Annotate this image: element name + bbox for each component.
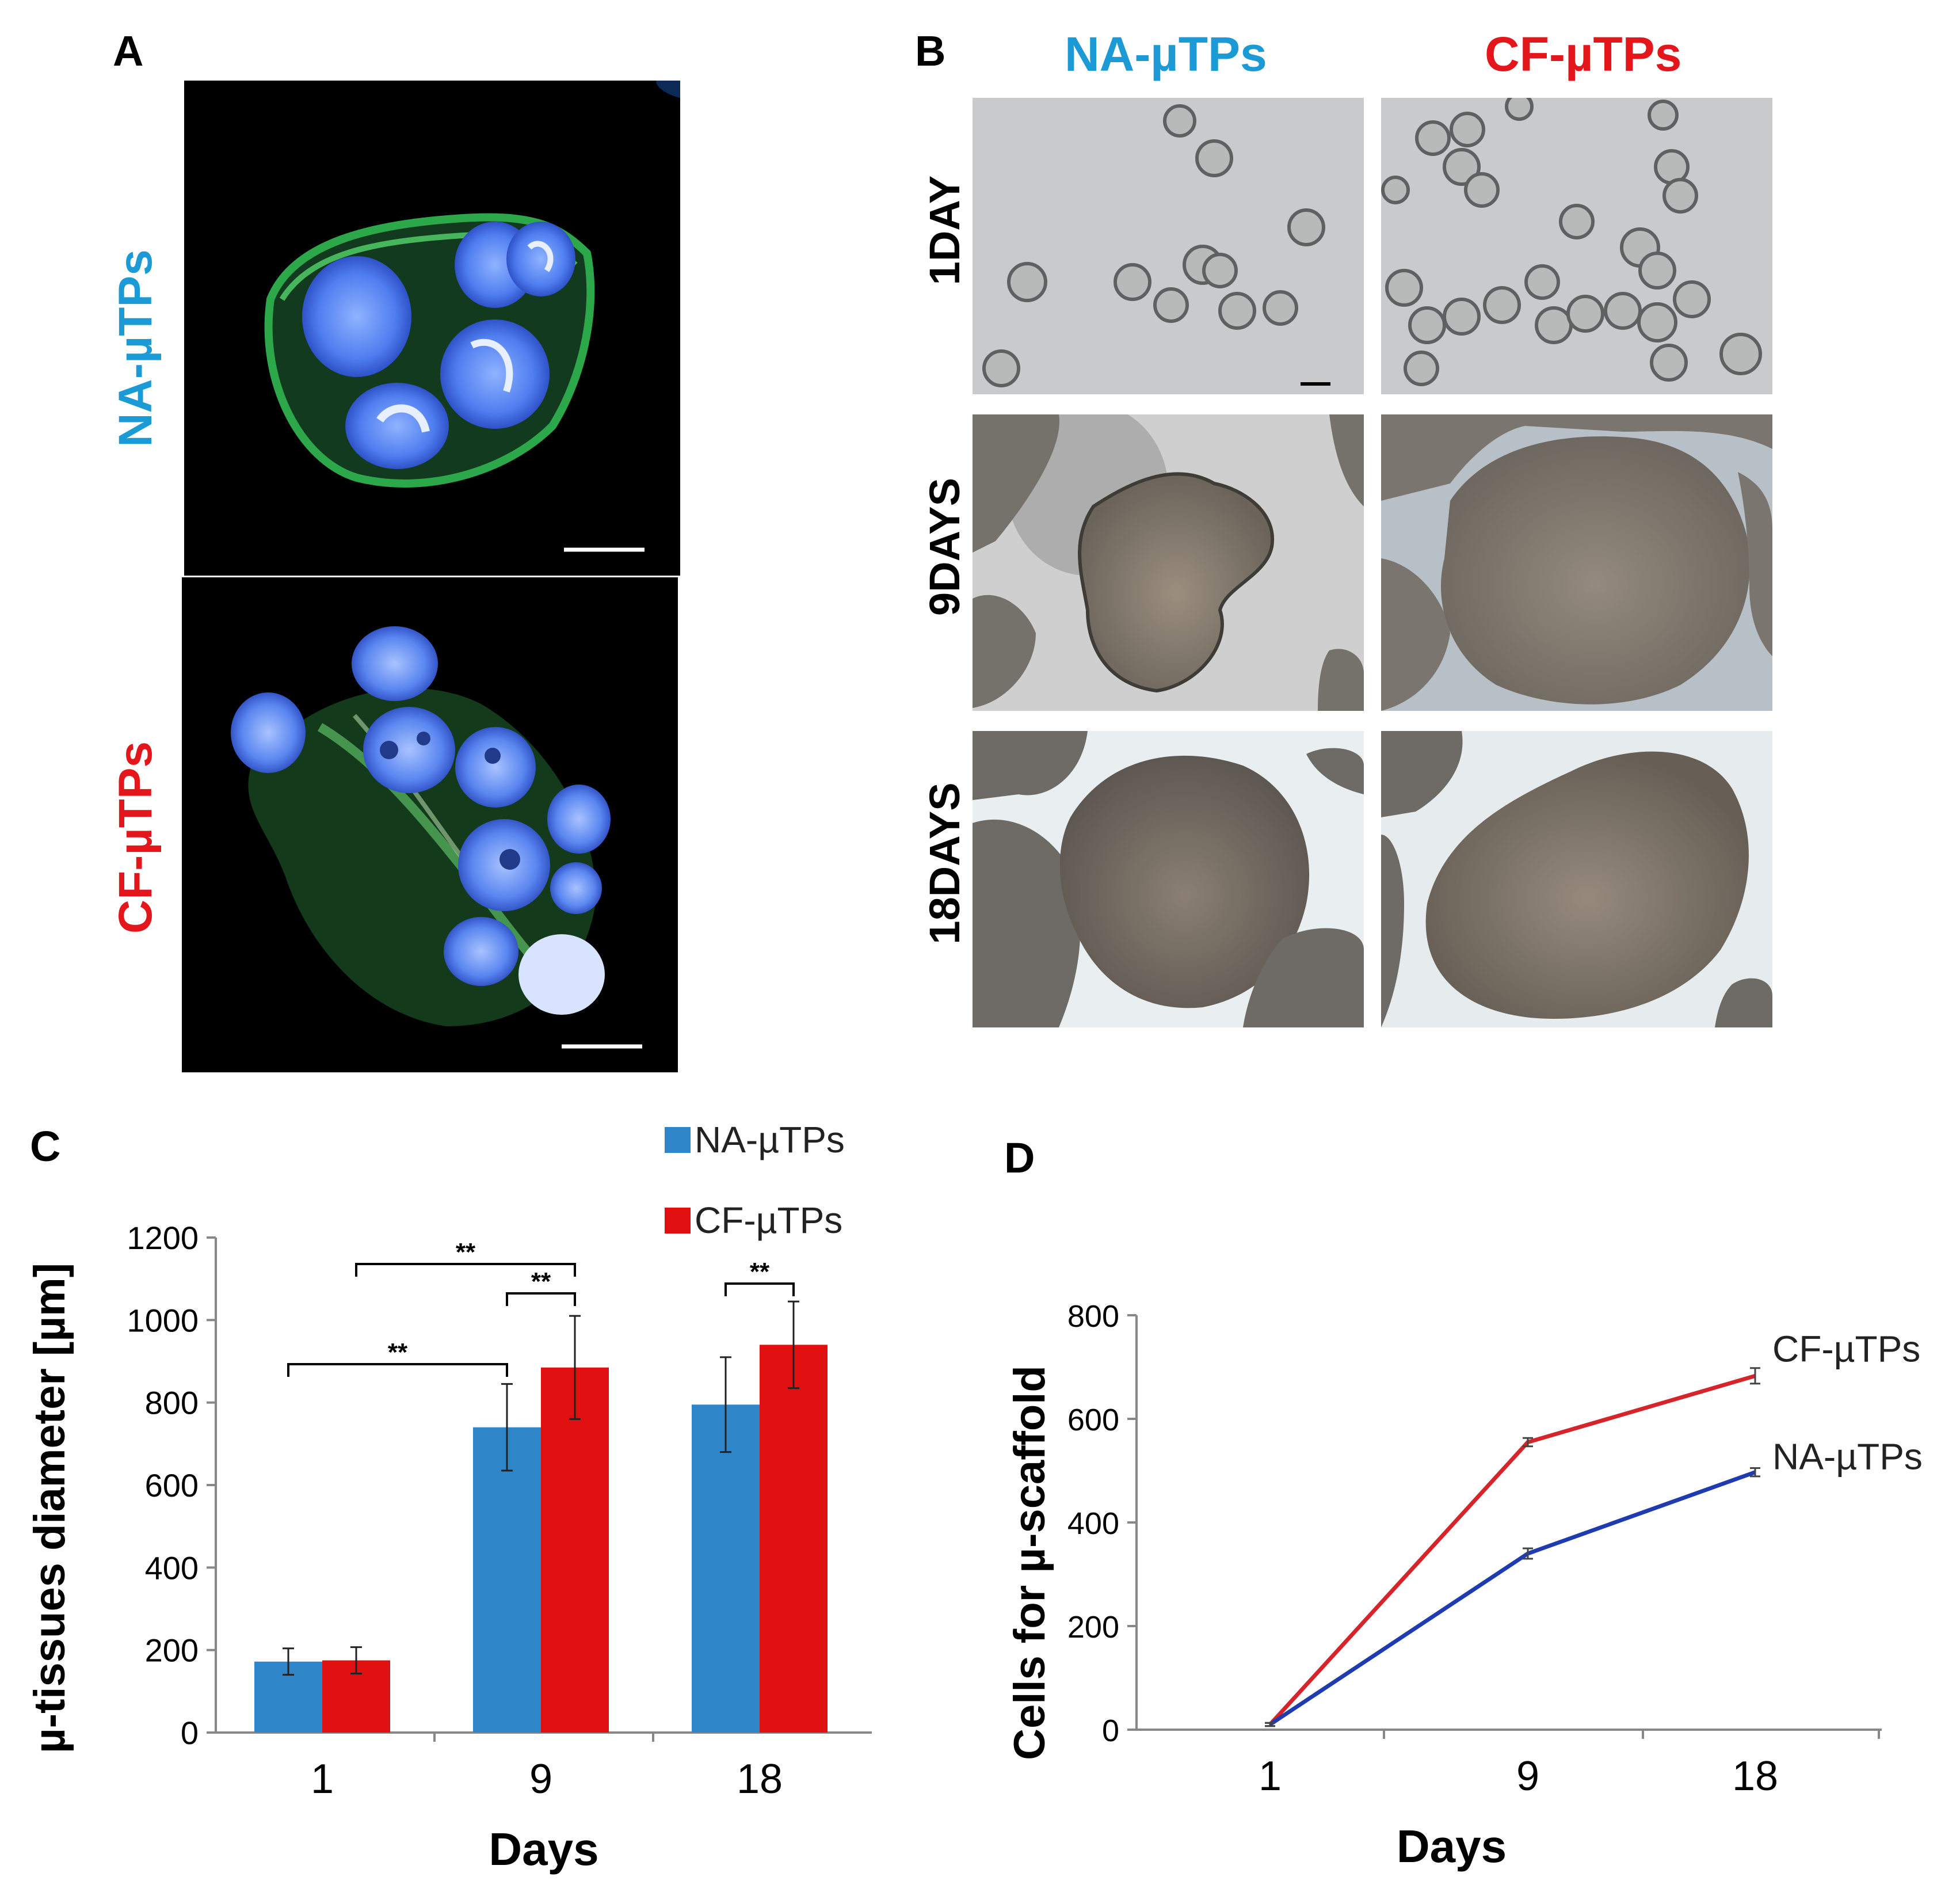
- x-tick-label: 9: [1516, 1753, 1539, 1799]
- y-tick-label: 600: [1067, 1403, 1119, 1437]
- panel-b-letter: B: [915, 27, 946, 75]
- y-tick-label: 0: [181, 1715, 199, 1751]
- confocal-image-na: [184, 81, 680, 576]
- legend-label: NA-µTPs: [695, 1119, 845, 1160]
- series-line-cf: [1268, 1373, 1756, 1726]
- brightfield-cf-day1: [1381, 98, 1772, 394]
- brightfield-na-day1: [973, 98, 1364, 394]
- significance-bracket: **: [355, 1238, 576, 1277]
- chart-d: 0 200 400 600 800 1 9 18 CF-µTPs NA-µTPs Days Cells…: [1005, 1299, 1923, 1872]
- series-line-na: [1269, 1470, 1756, 1726]
- significance-label: **: [456, 1238, 476, 1266]
- y-tick-label: 1200: [127, 1220, 199, 1256]
- confocal-image-cf: [182, 577, 678, 1072]
- panel-b-row-label-18days: 18DAYS: [921, 782, 968, 945]
- brightfield-na-day18: [973, 731, 1364, 1027]
- panel-a-letter: A: [113, 27, 144, 75]
- panel-b-column-title-na: NA-µTPs: [1065, 27, 1267, 81]
- bar-cf: [760, 1345, 828, 1733]
- bracket-line: [506, 1292, 576, 1306]
- significance-label: **: [750, 1258, 770, 1286]
- bracket-line: [724, 1282, 795, 1296]
- legend-swatch-na: [665, 1127, 691, 1153]
- panel-c-letter: C: [30, 1122, 61, 1170]
- y-tick-label: 800: [145, 1385, 199, 1421]
- y-tick-label: 400: [145, 1550, 199, 1586]
- significance-bracket: **: [506, 1267, 576, 1306]
- significance-label: **: [388, 1338, 408, 1366]
- panel-b-column-title-cf: CF-µTPs: [1485, 27, 1682, 81]
- x-tick-label: 9: [529, 1756, 552, 1802]
- y-tick-label: 200: [145, 1632, 199, 1669]
- significance-bracket: **: [287, 1338, 508, 1377]
- x-tick-label: 1: [1259, 1753, 1282, 1799]
- y-tick-label: 400: [1067, 1506, 1119, 1541]
- bar-na: [692, 1404, 760, 1733]
- bar-na: [473, 1427, 541, 1733]
- y-axis-title: Cells for µ-scaffold: [1005, 1365, 1054, 1760]
- x-tick-label: 18: [737, 1756, 783, 1802]
- y-tick-label: 1000: [127, 1302, 199, 1338]
- panel-d-letter: D: [1004, 1134, 1035, 1182]
- bracket-line: [355, 1263, 576, 1277]
- panel-a-row-label-cf: CF-µTPs: [109, 741, 162, 934]
- x-tick-label: 1: [311, 1756, 334, 1802]
- panel-b-row-label-1day: 1DAY: [921, 175, 968, 285]
- significance-label: **: [531, 1267, 551, 1296]
- brightfield-na-day9: [973, 414, 1364, 711]
- y-tick-label: 800: [1067, 1299, 1119, 1334]
- series-label-cf: CF-µTPs: [1772, 1328, 1920, 1369]
- x-axis-title: Days: [1397, 1821, 1507, 1872]
- y-tick-label: 200: [1067, 1610, 1119, 1644]
- brightfield-cf-day9: [1381, 414, 1772, 711]
- bar-cf: [541, 1367, 609, 1733]
- x-axis-title: Days: [489, 1824, 598, 1875]
- bracket-line: [287, 1363, 508, 1377]
- y-tick-label: 600: [145, 1467, 199, 1503]
- y-tick-label: 0: [1102, 1714, 1119, 1748]
- brightfield-cf-day18: [1381, 731, 1772, 1027]
- panel-b-row-label-9days: 9DAYS: [921, 478, 968, 616]
- legend-swatch-cf: [665, 1208, 691, 1234]
- y-axis-title: µ-tissues diameter [µm]: [25, 1263, 74, 1753]
- significance-bracket: **: [724, 1258, 795, 1296]
- chart-c: 0 200 400 600 800 1000 1200 1 9 18 ** ** ** ** Days µ-t…: [25, 1119, 872, 1875]
- x-tick-label: 18: [1732, 1753, 1778, 1799]
- legend-label: CF-µTPs: [695, 1200, 842, 1241]
- panel-a-row-label-na: NA-µTPs: [109, 249, 162, 447]
- series-label-na: NA-µTPs: [1772, 1436, 1923, 1478]
